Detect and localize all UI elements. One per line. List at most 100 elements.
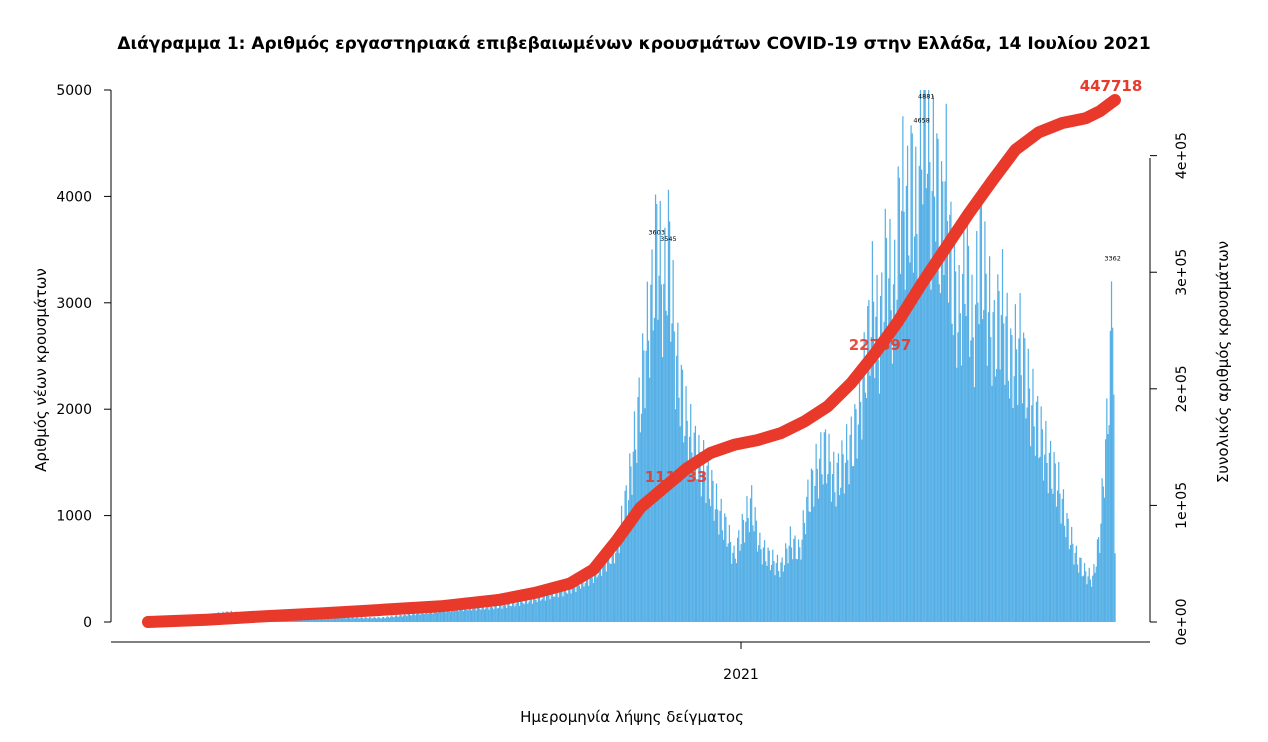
daily-case-bar <box>577 575 579 622</box>
daily-case-bar <box>721 530 723 622</box>
daily-case-bar <box>625 485 627 622</box>
daily-case-bar <box>679 426 681 622</box>
daily-case-bar <box>945 103 947 622</box>
daily-case-bar <box>763 540 766 622</box>
daily-case-bar <box>773 560 775 622</box>
right-axis-tick-label: 0e+00 <box>1174 598 1190 645</box>
daily-case-bar <box>584 583 586 622</box>
daily-case-bar <box>567 593 569 622</box>
daily-case-bar <box>897 166 899 623</box>
daily-case-bar <box>415 614 418 622</box>
daily-case-bar <box>597 575 599 622</box>
daily-case-bar <box>470 610 473 622</box>
daily-case-bar <box>860 401 862 622</box>
daily-case-bar <box>939 293 941 622</box>
daily-case-bar <box>755 520 757 622</box>
daily-case-bar <box>830 501 832 622</box>
daily-case-bar <box>392 616 394 622</box>
daily-case-bar <box>756 551 759 622</box>
daily-case-bar <box>343 616 345 622</box>
daily-case-bar <box>603 550 605 622</box>
daily-case-bar <box>833 451 835 622</box>
daily-case-bar <box>502 605 504 622</box>
daily-case-bar <box>424 614 426 622</box>
right-axis-ticks: 0e+00 1e+05 2e+05 3e+05 4e+05 <box>1150 132 1190 646</box>
daily-case-bar <box>769 570 772 622</box>
daily-case-bar <box>676 355 678 622</box>
daily-case-bar <box>536 602 538 622</box>
daily-case-bar <box>534 594 536 622</box>
daily-case-bar <box>364 617 366 622</box>
daily-case-bar <box>511 600 514 622</box>
daily-case-bar <box>904 289 906 622</box>
daily-case-bar <box>378 616 380 622</box>
daily-case-bar <box>719 510 721 622</box>
daily-case-bar <box>754 507 756 622</box>
daily-case-bar <box>605 571 607 622</box>
daily-case-bar <box>569 584 571 622</box>
daily-case-bar <box>1044 454 1046 622</box>
daily-case-bar <box>656 203 658 623</box>
left-axis-tick-label: 0 <box>83 615 92 631</box>
daily-case-bar <box>643 350 645 622</box>
daily-case-bar <box>849 434 851 622</box>
daily-case-bar <box>592 582 595 622</box>
daily-case-bar <box>1064 525 1066 622</box>
daily-case-bar <box>608 545 610 622</box>
daily-case-bar <box>544 600 546 622</box>
daily-case-bar <box>738 530 740 622</box>
daily-case-bar <box>837 453 840 622</box>
daily-case-bar <box>582 574 584 622</box>
right-axis-tick-label: 2e+05 <box>1174 365 1190 412</box>
daily-case-bar <box>722 539 725 622</box>
daily-case-bar <box>660 284 663 622</box>
daily-case-bar <box>395 615 398 622</box>
daily-case-bar <box>617 541 619 622</box>
daily-case-bar <box>800 559 802 622</box>
daily-case-bar <box>878 393 881 622</box>
daily-case-bar <box>1013 376 1015 622</box>
daily-case-bar <box>933 196 936 623</box>
daily-case-bar <box>438 609 440 622</box>
daily-case-bar <box>484 608 487 622</box>
daily-case-bar <box>351 617 353 622</box>
daily-case-bar <box>371 618 373 622</box>
daily-case-bar <box>774 575 776 622</box>
daily-case-bar <box>922 204 924 622</box>
left-axis-tick-label: 3000 <box>56 296 92 312</box>
daily-case-bar <box>973 387 975 622</box>
daily-case-bar <box>929 162 931 622</box>
daily-case-bar <box>790 547 793 622</box>
daily-case-bar <box>366 618 368 622</box>
daily-case-bar <box>691 452 693 622</box>
daily-case-bar <box>386 616 388 622</box>
daily-case-bar <box>616 532 618 622</box>
daily-case-bar <box>994 376 997 622</box>
daily-case-bar <box>1099 552 1101 622</box>
daily-case-bar <box>720 498 722 622</box>
daily-case-bar <box>326 617 328 622</box>
daily-case-bar <box>792 559 794 622</box>
daily-case-bar <box>506 607 508 622</box>
daily-case-bar <box>708 498 711 622</box>
daily-case-bar <box>969 356 971 622</box>
daily-case-bar <box>762 547 765 622</box>
daily-case-bar <box>887 337 889 622</box>
daily-case-bar <box>693 432 695 622</box>
daily-case-bar <box>442 608 445 622</box>
daily-case-bar <box>826 483 828 622</box>
daily-case-bar <box>692 478 694 622</box>
daily-case-bar <box>1045 420 1047 622</box>
daily-case-bar <box>460 606 462 622</box>
daily-case-bar <box>1092 575 1094 622</box>
daily-case-bar <box>461 608 463 622</box>
daily-case-bar <box>870 337 872 622</box>
daily-case-bar <box>788 545 790 622</box>
daily-case-bar <box>642 333 644 622</box>
daily-case-bar <box>758 545 760 622</box>
daily-case-bar <box>1040 406 1042 622</box>
daily-case-bar <box>448 610 450 622</box>
daily-case-bar <box>537 594 539 622</box>
daily-case-bar <box>547 589 549 622</box>
daily-case-bar <box>796 559 798 622</box>
